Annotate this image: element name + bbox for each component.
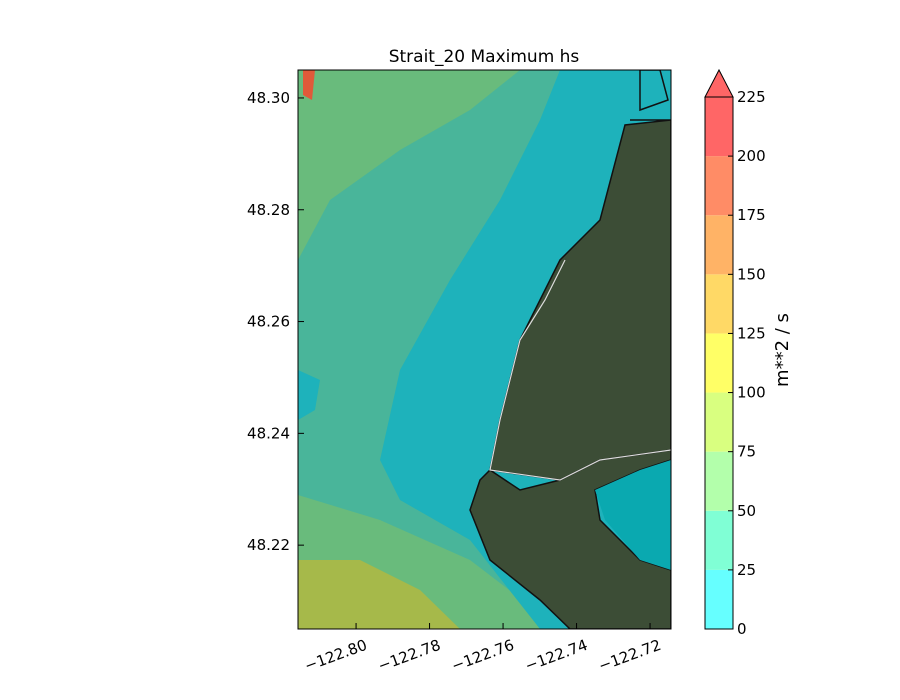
water-shallow xyxy=(298,560,460,629)
colorbar-tick-label: 75 xyxy=(737,443,756,461)
colorbar-segment xyxy=(705,392,733,452)
hotspot xyxy=(303,70,315,100)
plot-frame xyxy=(297,69,672,630)
bay xyxy=(595,460,671,570)
y-tick-label: 48.22 xyxy=(247,536,290,554)
colorbar-segment xyxy=(705,215,733,275)
north-water xyxy=(639,70,669,112)
x-tick-label: −122.74 xyxy=(523,636,590,675)
x-tick-label: −122.80 xyxy=(302,636,369,675)
map-layer xyxy=(298,70,671,629)
x-tick-label: −122.76 xyxy=(449,636,516,675)
colorbar-tick-label: 0 xyxy=(737,620,747,638)
colorbar-tick-label: 175 xyxy=(737,206,766,224)
colorbar-segment xyxy=(705,510,733,570)
coast-contour xyxy=(489,259,671,481)
colorbar-tick-label: 50 xyxy=(737,502,756,520)
colorbar-extend xyxy=(704,68,734,98)
colorbar-tick-label: 25 xyxy=(737,561,756,579)
colorbar-tick-label: 225 xyxy=(737,88,766,106)
y-tick-label: 48.28 xyxy=(247,201,290,219)
colorbar-segment xyxy=(705,274,733,334)
colorbar-tick-label: 150 xyxy=(737,265,766,283)
y-tick-label: 48.24 xyxy=(247,424,290,442)
colorbar-frame xyxy=(704,96,734,630)
water-pocket xyxy=(298,370,320,420)
y-tick-label: 48.26 xyxy=(247,313,290,331)
colorbar-segment xyxy=(705,156,733,216)
colorbar-segment xyxy=(705,333,733,393)
colorbar-tick-label: 125 xyxy=(737,324,766,342)
x-tick-label: −122.72 xyxy=(596,636,663,675)
colorbar-segment xyxy=(705,451,733,511)
colorbar-tick-label: 200 xyxy=(737,147,766,165)
colorbar-tick-label: 100 xyxy=(737,384,766,402)
colorbar-label: m**2 / s xyxy=(772,313,793,387)
x-tick-label: −122.78 xyxy=(376,636,443,675)
colorbar-segment xyxy=(705,97,733,157)
map-title: Strait_20 Maximum hs xyxy=(389,47,580,67)
colorbar-segment xyxy=(705,569,733,629)
y-tick-label: 48.30 xyxy=(247,89,290,107)
